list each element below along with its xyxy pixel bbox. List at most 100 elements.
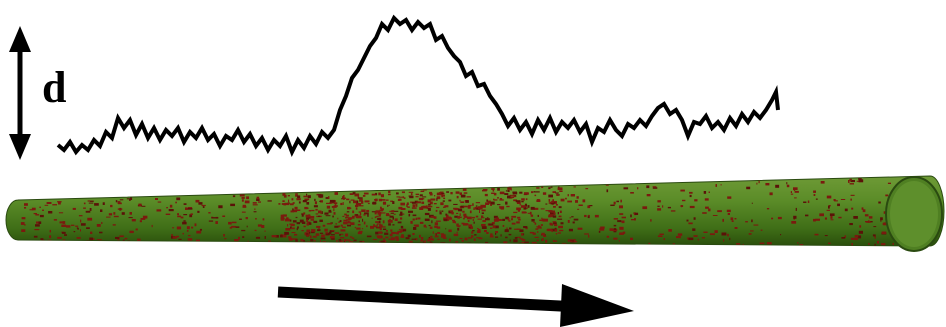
speckle xyxy=(545,203,548,205)
speckle xyxy=(166,207,168,209)
speckle xyxy=(530,214,534,217)
speckle xyxy=(375,235,377,237)
speckle xyxy=(692,228,696,231)
speckle xyxy=(551,229,553,233)
speckle xyxy=(506,205,510,208)
speckle xyxy=(519,204,522,206)
speckle xyxy=(307,207,309,209)
speckle xyxy=(442,200,445,202)
speckle xyxy=(38,221,42,224)
speckle xyxy=(388,193,391,196)
speckle xyxy=(283,194,287,198)
speckle xyxy=(139,220,142,223)
speckle xyxy=(436,198,438,201)
speckle xyxy=(379,241,381,243)
speckle xyxy=(682,199,686,202)
speckle xyxy=(261,225,265,228)
speckle xyxy=(612,228,618,232)
speckle xyxy=(493,215,498,219)
speckle xyxy=(849,183,854,185)
speckle xyxy=(630,214,632,218)
speckle xyxy=(303,225,306,228)
speckle xyxy=(514,237,518,239)
speckle xyxy=(560,222,564,225)
speckle xyxy=(513,199,517,202)
speckle xyxy=(379,227,382,231)
speckle xyxy=(473,207,475,210)
speckle xyxy=(507,218,510,221)
speckle xyxy=(509,239,511,242)
speckle xyxy=(325,197,330,199)
speckle xyxy=(461,240,464,242)
speckle xyxy=(887,182,891,184)
speckle xyxy=(482,205,486,208)
speckle xyxy=(507,195,511,199)
speckle xyxy=(613,228,617,230)
speckle xyxy=(411,238,416,240)
speckle xyxy=(472,218,474,221)
speckle xyxy=(138,203,142,207)
speckle xyxy=(383,238,385,240)
speckle xyxy=(131,219,136,222)
speckle xyxy=(803,201,807,203)
speckle xyxy=(551,200,554,202)
speckle xyxy=(533,191,535,193)
speckle xyxy=(885,194,889,197)
speckle xyxy=(721,232,727,236)
speckle xyxy=(399,213,403,216)
speckle xyxy=(296,222,301,225)
speckle xyxy=(330,222,333,224)
speckle xyxy=(343,195,345,197)
speckle xyxy=(619,213,624,215)
speckle xyxy=(400,235,405,238)
speckle xyxy=(676,236,681,239)
speckle xyxy=(472,216,475,219)
speckle xyxy=(756,182,758,185)
speckle xyxy=(637,187,639,190)
speckle xyxy=(857,235,862,239)
speckle xyxy=(432,231,434,234)
speckle xyxy=(361,209,366,212)
speckle xyxy=(340,229,346,232)
speckle xyxy=(468,204,472,207)
speckle xyxy=(87,200,91,202)
speckle xyxy=(324,228,328,232)
speckle xyxy=(850,198,852,201)
speckle xyxy=(141,205,146,207)
speckle xyxy=(364,200,370,203)
speckle xyxy=(29,209,34,211)
speckle xyxy=(334,192,338,195)
speckle xyxy=(291,227,295,230)
speckle xyxy=(176,197,181,201)
speckle xyxy=(352,215,355,219)
speckle xyxy=(380,206,382,209)
speckle xyxy=(492,225,496,229)
speckle xyxy=(182,232,184,235)
speckle xyxy=(359,198,363,202)
speckle xyxy=(208,212,211,214)
speckle xyxy=(553,212,556,215)
speckle xyxy=(301,213,304,215)
speckle xyxy=(497,187,500,191)
speckle xyxy=(129,212,132,215)
speckle xyxy=(359,205,364,207)
speckle xyxy=(172,227,175,229)
speckle xyxy=(469,210,472,214)
speckle xyxy=(363,192,369,195)
speckle xyxy=(652,186,657,188)
speckle xyxy=(402,196,405,199)
speckle xyxy=(371,193,376,196)
speckle xyxy=(513,239,518,243)
speckle xyxy=(550,212,555,216)
speckle xyxy=(275,235,279,238)
speckle xyxy=(232,195,236,198)
speckle xyxy=(59,221,64,224)
speckle xyxy=(689,191,693,194)
speckle xyxy=(80,229,81,232)
speckle xyxy=(295,194,298,197)
speckle xyxy=(412,204,416,208)
speckle xyxy=(430,198,436,201)
speckle xyxy=(833,199,836,201)
speckle xyxy=(463,213,467,217)
speckle xyxy=(288,238,293,241)
